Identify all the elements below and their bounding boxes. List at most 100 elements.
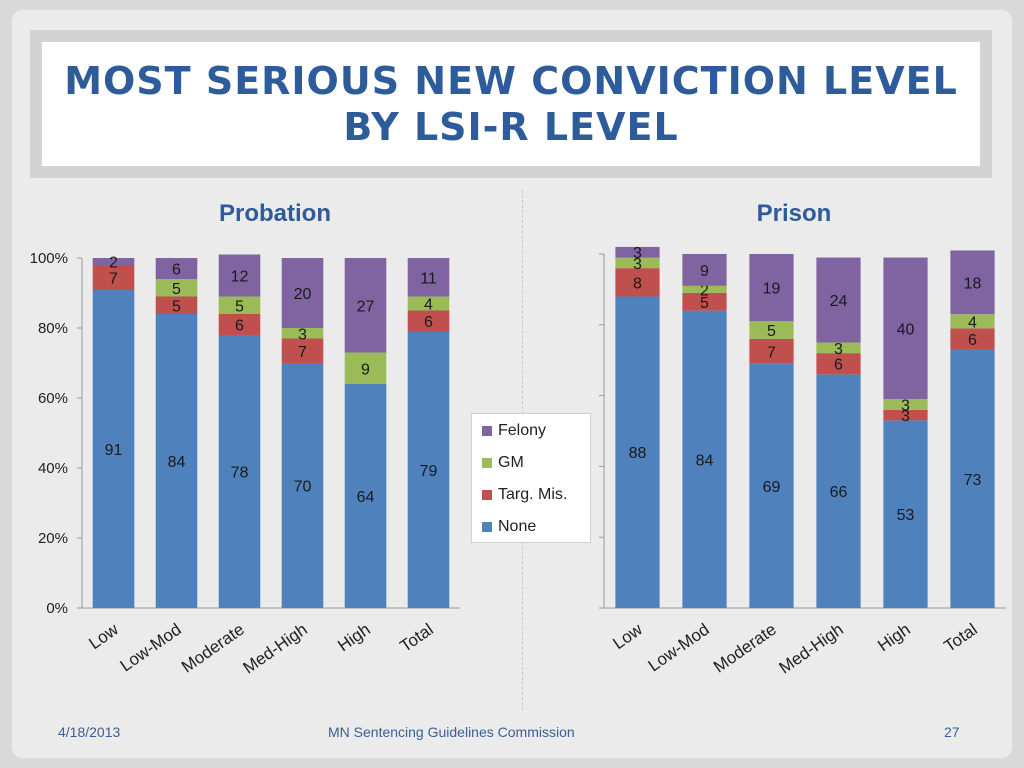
probation-data-label-moderate-felony: 12 xyxy=(231,269,249,286)
prison-bar-moderate-gm xyxy=(749,321,794,339)
prison-bar-low-gm xyxy=(615,257,660,269)
probation-bar-total-felony xyxy=(407,258,450,297)
prison-bar-low-mod-gm xyxy=(682,285,727,293)
prison-data-label-low-gm: 3 xyxy=(633,256,642,273)
probation-data-label-med-high-gm: 3 xyxy=(298,326,307,343)
probation-y-tick-label: 40% xyxy=(38,460,68,477)
prison-bar-total-gm xyxy=(950,314,995,329)
probation-bar-low-targ-mis xyxy=(92,265,135,290)
probation-category-label-low: Low xyxy=(85,619,122,653)
probation-data-label-med-high-felony: 20 xyxy=(294,286,312,303)
prison-data-label-low-mod-none: 84 xyxy=(696,452,714,469)
prison-data-label-moderate-none: 69 xyxy=(763,479,781,496)
prison-data-label-total-gm: 4 xyxy=(968,314,977,331)
prison-bar-med-high-felony xyxy=(816,257,861,343)
prison-bar-low-felony xyxy=(615,246,660,258)
prison-bar-med-high-targ-mis xyxy=(816,353,861,375)
footer-org: MN Sentencing Guidelines Commission xyxy=(328,724,575,740)
legend-item-felony: Felony xyxy=(482,422,546,440)
legend-item-none: None xyxy=(482,518,536,536)
probation-bar-med-high-none xyxy=(281,363,324,608)
probation-category-label-total: Total xyxy=(396,620,436,656)
prison-bar-low-mod-none xyxy=(682,310,727,608)
prison-data-label-moderate-targ-mis: 7 xyxy=(767,344,776,361)
prison-bar-med-high-none xyxy=(816,374,861,608)
legend-swatch-targ-mis xyxy=(482,490,492,500)
prison-data-label-moderate-gm: 5 xyxy=(767,323,776,340)
probation-bar-high-none xyxy=(344,384,387,608)
legend-item-gm: GM xyxy=(482,454,524,472)
probation-bar-low-mod-gm xyxy=(155,279,198,297)
probation-category-label-med-high: Med-High xyxy=(240,620,311,678)
probation-data-label-low-mod-felony: 6 xyxy=(172,262,181,279)
prison-category-label-moderate: Moderate xyxy=(710,620,780,677)
prison-category-label-low: Low xyxy=(609,619,646,653)
prison-category-label-low-mod: Low-Mod xyxy=(645,620,713,676)
probation-bar-total-none xyxy=(407,331,450,608)
probation-bar-low-none xyxy=(92,289,135,608)
prison-data-label-total-felony: 18 xyxy=(964,275,982,292)
prison-bar-total-none xyxy=(950,349,995,608)
probation-chart-title: Probation xyxy=(219,200,331,227)
probation-y-tick-label: 0% xyxy=(46,600,68,617)
probation-bar-low-mod-none xyxy=(155,314,198,608)
probation-category-label-high: High xyxy=(334,620,374,656)
slide-title-line-2: BY LSI-R LEVEL xyxy=(343,105,679,149)
probation-bar-high-felony xyxy=(344,258,387,353)
probation-bar-med-high-gm xyxy=(281,328,324,339)
probation-bar-moderate-targ-mis xyxy=(218,314,261,335)
probation-data-label-low-none: 91 xyxy=(105,442,123,459)
prison-bar-high-targ-mis xyxy=(883,409,928,421)
prison-bar-med-high-gm xyxy=(816,342,861,354)
legend: Felony GM Targ. Mis. None xyxy=(471,413,591,543)
probation-bar-moderate-felony xyxy=(218,254,261,297)
footer-date: 4/18/2013 xyxy=(58,724,121,740)
probation-category-label-low-mod: Low-Mod xyxy=(117,620,185,676)
prison-bar-total-targ-mis xyxy=(950,328,995,350)
probation-data-label-low-mod-gm: 5 xyxy=(172,281,181,298)
prison-bar-low-mod-targ-mis xyxy=(682,292,727,311)
legend-label-gm: GM xyxy=(498,454,524,471)
prison-data-label-low-none: 88 xyxy=(629,445,647,462)
prison-data-label-low-felony: 3 xyxy=(633,245,642,262)
probation-bar-med-high-targ-mis xyxy=(281,338,324,363)
prison-data-label-med-high-felony: 24 xyxy=(830,293,848,310)
probation-data-label-total-felony: 11 xyxy=(420,270,437,287)
probation-data-label-low-mod-targ-mis: 5 xyxy=(172,298,181,315)
probation-bar-total-targ-mis xyxy=(407,310,450,332)
prison-data-label-low-mod-targ-mis: 5 xyxy=(700,295,709,312)
probation-bar-med-high-felony xyxy=(281,258,324,328)
probation-y-tick-label: 60% xyxy=(38,390,68,407)
title-inner: MOST SERIOUS NEW CONVICTION LEVEL BY LSI… xyxy=(42,42,980,166)
probation-data-label-low-mod-none: 84 xyxy=(168,454,186,471)
probation-data-label-total-targ-mis: 6 xyxy=(424,314,433,331)
probation-data-label-high-gm: 9 xyxy=(361,361,370,378)
prison-data-label-total-none: 73 xyxy=(964,472,982,489)
prison-bar-high-gm xyxy=(883,399,928,410)
prison-data-label-low-mod-gm: 2 xyxy=(700,282,709,299)
probation-data-label-med-high-targ-mis: 7 xyxy=(298,344,307,361)
probation-bar-moderate-gm xyxy=(218,296,261,314)
prison-chart-title: Prison xyxy=(756,200,832,227)
prison-data-label-low-targ-mis: 8 xyxy=(633,275,642,292)
slide-title-line-1: MOST SERIOUS NEW CONVICTION LEVEL xyxy=(64,59,958,103)
prison-data-label-moderate-felony: 19 xyxy=(763,281,781,298)
legend-item-targ-mis: Targ. Mis. xyxy=(482,486,567,504)
legend-label-felony: Felony xyxy=(498,422,547,439)
probation-bar-moderate-none xyxy=(218,335,261,608)
probation-data-label-high-none: 64 xyxy=(357,489,375,506)
prison-data-label-high-none: 53 xyxy=(897,507,915,524)
probation-data-label-moderate-gm: 5 xyxy=(235,298,244,315)
prison-data-label-total-targ-mis: 6 xyxy=(968,332,977,349)
prison-bar-total-felony xyxy=(950,250,995,315)
probation-y-tick-label: 80% xyxy=(38,320,68,337)
probation-bar-low-mod-targ-mis xyxy=(155,296,198,314)
probation-data-label-low-felony: 2 xyxy=(109,255,118,272)
title-box: MOST SERIOUS NEW CONVICTION LEVEL BY LSI… xyxy=(30,30,992,178)
probation-category-label-moderate: Moderate xyxy=(178,620,248,677)
legend-swatch-gm xyxy=(482,458,492,468)
prison-data-label-med-high-targ-mis: 6 xyxy=(834,357,843,374)
prison-data-label-med-high-none: 66 xyxy=(830,484,848,501)
